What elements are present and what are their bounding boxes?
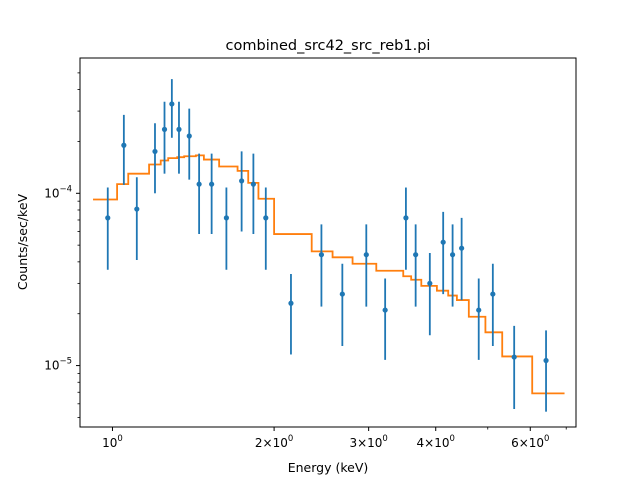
data-point-group — [239, 151, 245, 232]
data-point-group — [413, 224, 419, 307]
data-point — [105, 215, 111, 221]
data-point — [196, 181, 202, 187]
data-point — [239, 178, 245, 184]
data-point — [413, 252, 419, 258]
data-point — [250, 181, 256, 187]
model-step-line — [93, 154, 565, 395]
data-point-group — [263, 187, 269, 270]
data-point-group — [363, 224, 369, 307]
data-point — [161, 126, 168, 132]
data-point — [427, 280, 433, 286]
data-point-group — [209, 153, 215, 235]
data-point-group — [105, 187, 111, 270]
x-tick-label: 2×100 — [255, 434, 293, 450]
data-point-group — [511, 325, 517, 409]
data-point — [176, 126, 182, 132]
plot-frame — [79, 57, 577, 428]
data-point — [476, 307, 482, 313]
data-point — [490, 291, 496, 297]
data-point — [459, 245, 465, 251]
data-point — [152, 148, 158, 155]
data-point — [363, 252, 369, 258]
x-tick-label: 4×100 — [417, 434, 455, 450]
data-point-group — [134, 177, 140, 261]
chart-title: combined_src42_src_reb1.pi — [226, 38, 431, 54]
data-point-group — [440, 211, 446, 295]
data-point-group — [169, 79, 175, 138]
data-point-group — [161, 101, 168, 174]
data-point-group — [490, 263, 496, 346]
data-series — [105, 79, 549, 412]
data-point-group — [427, 253, 433, 336]
model-series — [93, 154, 565, 395]
data-point-group — [449, 224, 456, 307]
data-point-group — [186, 108, 192, 180]
data-point-group — [250, 153, 256, 235]
data-point — [403, 215, 409, 221]
data-point-group — [223, 187, 229, 270]
data-point — [543, 357, 549, 364]
data-point — [169, 101, 175, 107]
data-point — [223, 215, 229, 221]
data-point-group — [403, 187, 409, 270]
data-point — [382, 307, 388, 313]
data-point — [134, 206, 140, 212]
x-tick-label: 6×100 — [511, 434, 549, 450]
data-point-group — [288, 274, 294, 355]
data-point-group — [543, 330, 549, 412]
data-point-group — [121, 114, 127, 185]
data-point-group — [152, 123, 158, 194]
data-point — [121, 142, 127, 148]
y-axis-label: Counts/sec/keV — [15, 193, 30, 290]
data-point — [339, 291, 345, 297]
data-point — [511, 354, 517, 360]
data-point-group — [382, 278, 388, 360]
x-tick-label: 3×100 — [349, 434, 387, 450]
data-point-group — [318, 224, 325, 307]
data-point-group — [176, 101, 182, 174]
data-point-group — [339, 263, 345, 346]
data-point — [440, 239, 446, 245]
data-point-group — [459, 217, 465, 301]
data-point-group — [196, 153, 202, 235]
data-point — [288, 300, 294, 306]
data-point-group — [476, 278, 482, 360]
data-point — [318, 252, 325, 258]
data-point — [186, 133, 192, 139]
x-axis-label: Energy (keV) — [288, 460, 369, 475]
data-point — [209, 181, 215, 187]
data-point — [263, 215, 269, 221]
data-point — [449, 252, 456, 258]
